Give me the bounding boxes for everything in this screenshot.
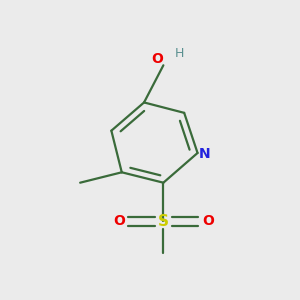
Text: O: O [113, 214, 125, 228]
Text: O: O [202, 214, 214, 228]
Text: H: H [175, 47, 184, 61]
Text: O: O [152, 52, 164, 66]
Text: S: S [158, 214, 169, 229]
Text: N: N [199, 148, 211, 161]
